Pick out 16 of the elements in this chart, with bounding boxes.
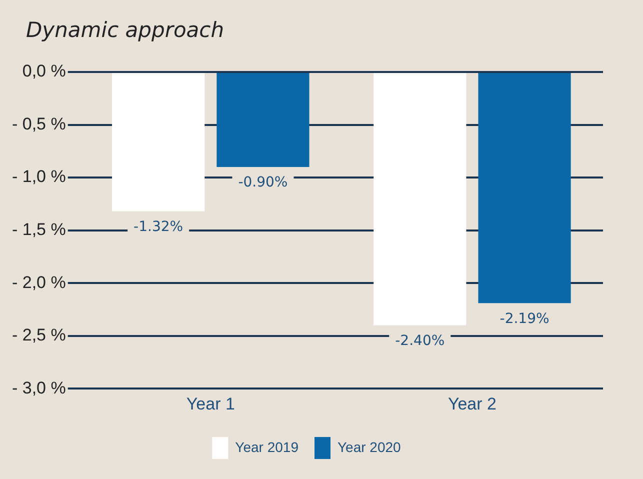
data-label: -0.90% xyxy=(238,174,288,191)
data-label: -2.19% xyxy=(500,310,550,327)
y-tick-label: - 1,0 % xyxy=(12,167,66,186)
y-tick-label: - 2,0 % xyxy=(12,272,66,292)
x-tick-label: Year 1 xyxy=(186,394,235,414)
legend-label: Year 2019 xyxy=(235,438,299,455)
y-tick-label: - 3,0 % xyxy=(12,378,66,398)
y-tick-label: - 2,5 % xyxy=(12,326,66,345)
legend-label: Year 2020 xyxy=(338,438,402,455)
chart-title: Dynamic approach xyxy=(26,18,224,42)
y-tick-label: 0,0 % xyxy=(22,62,66,81)
data-label: -2.40% xyxy=(395,332,445,349)
y-tick-label: - 0,5 % xyxy=(12,114,66,134)
y-tick-label: - 1,5 % xyxy=(12,220,66,239)
x-tick-label: Year 2 xyxy=(448,394,496,414)
data-label: -1.32% xyxy=(134,218,184,235)
